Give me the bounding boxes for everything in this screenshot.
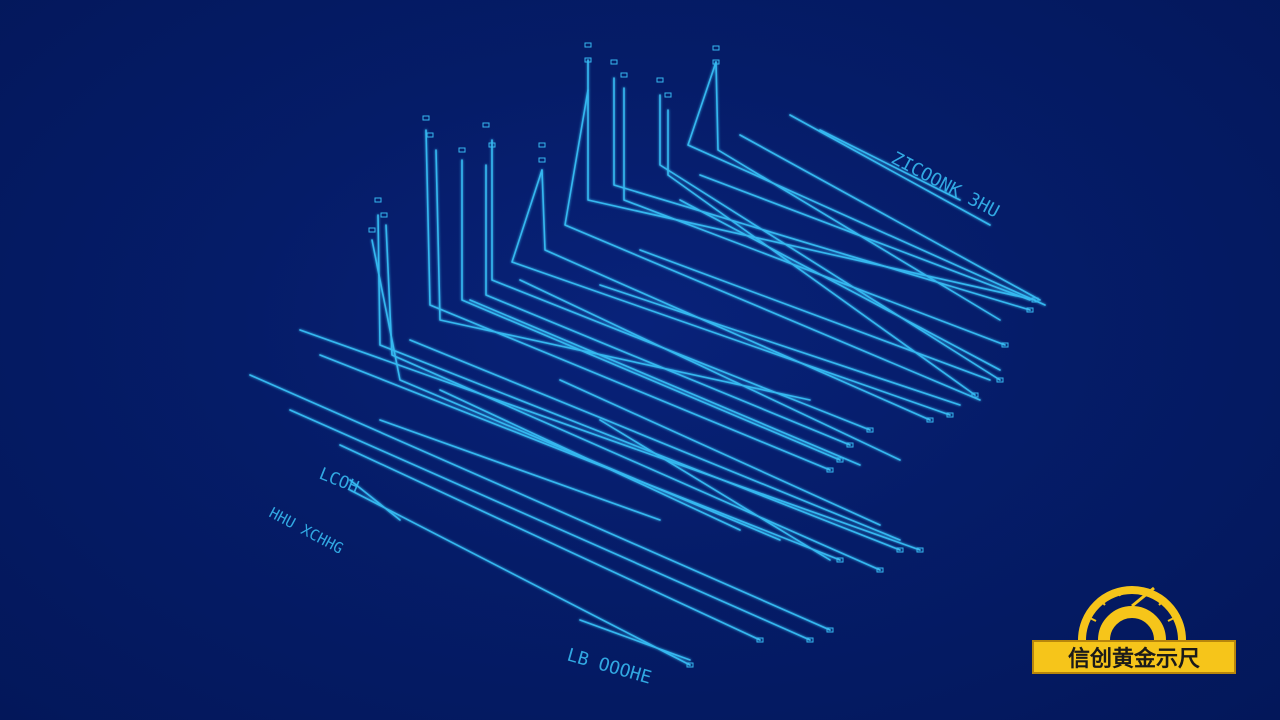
node-marker: [996, 377, 1004, 383]
node-marker: [458, 147, 466, 153]
node-marker: [482, 122, 490, 128]
circuit-line: [249, 374, 831, 631]
node-marker: [664, 92, 672, 98]
circuit-line: [559, 379, 881, 526]
node-marker: [488, 142, 496, 148]
node-marker: [380, 212, 388, 218]
circuit-line: [425, 129, 831, 471]
node-marker: [971, 392, 979, 398]
circuit-line: [715, 61, 1001, 321]
circuit-line: [659, 94, 1001, 381]
node-marker: [584, 57, 592, 63]
node-marker: [686, 662, 694, 668]
node-marker: [538, 157, 546, 163]
node-marker: [620, 72, 628, 78]
circuit-line: [299, 329, 921, 551]
node-marker: [538, 142, 546, 148]
logo-text: 信创黄金示尺: [1067, 647, 1200, 672]
node-marker: [916, 547, 924, 553]
node-marker: [1001, 342, 1009, 348]
node-marker: [836, 457, 844, 463]
node-marker: [866, 427, 874, 433]
node-marker: [836, 557, 844, 563]
circuit-line: [789, 114, 991, 226]
node-marker: [426, 132, 434, 138]
circuit-line: [679, 199, 1001, 371]
node-marker: [656, 77, 664, 83]
circuit-line: [587, 59, 1036, 301]
logo-badge: 信创黄金示尺: [1030, 570, 1238, 676]
circuit-line: [469, 299, 861, 466]
circuit-line: [349, 489, 691, 666]
node-marker: [826, 627, 834, 633]
circuit-line: [623, 87, 1006, 346]
node-marker: [712, 59, 720, 65]
circuit-line: [461, 159, 841, 461]
circuit-line: [613, 77, 1031, 311]
circuit-line: [379, 419, 661, 521]
node-marker: [756, 637, 764, 643]
node-marker: [584, 42, 592, 48]
circuit-line: [439, 389, 741, 531]
circuit-line: [485, 164, 851, 446]
circuit-line: [667, 109, 976, 396]
circuit-line: [491, 139, 871, 431]
bottom-label: LB OOOHE: [565, 645, 654, 689]
node-marker: [610, 59, 618, 65]
circuit-line: [541, 169, 931, 421]
circuit-line: [564, 89, 981, 401]
circuit-line: [579, 619, 691, 661]
node-marker: [806, 637, 814, 643]
node-marker: [926, 417, 934, 423]
node-marker: [712, 45, 720, 51]
left-label-2: HHU XCHHG: [266, 504, 346, 558]
circuit-line: [319, 354, 841, 561]
circuit-line: [511, 169, 951, 416]
circuit-line: [289, 409, 811, 641]
node-marker: [826, 467, 834, 473]
circuit-line: [739, 134, 1041, 301]
node-marker: [422, 115, 430, 121]
circuit-line: [699, 174, 1031, 301]
logo-text-bar: 信创黄金示尺: [1032, 640, 1236, 674]
circuit-line: [409, 339, 901, 541]
circuit-line: [599, 419, 831, 561]
left-label-1: LCOH: [316, 464, 361, 498]
circuit-line: [385, 224, 881, 571]
node-marker: [946, 412, 954, 418]
circuit-line: [639, 249, 991, 381]
node-marker: [1026, 307, 1034, 313]
top-right-label: ZICOONK 3HU: [888, 148, 1003, 223]
circuit-line: [349, 479, 401, 521]
circuit-line: [599, 284, 961, 406]
node-marker: [374, 197, 382, 203]
circuit-line: [819, 129, 961, 201]
circuit-line: [519, 279, 901, 461]
node-marker: [876, 567, 884, 573]
gauge-icon: [1078, 586, 1186, 641]
circuit-line: [339, 444, 761, 641]
node-marker: [896, 547, 904, 553]
circuit-line: [435, 149, 811, 401]
circuit-line: [687, 61, 1046, 306]
node-marker: [368, 227, 376, 233]
node-marker: [846, 442, 854, 448]
node-marker: [1031, 297, 1039, 303]
